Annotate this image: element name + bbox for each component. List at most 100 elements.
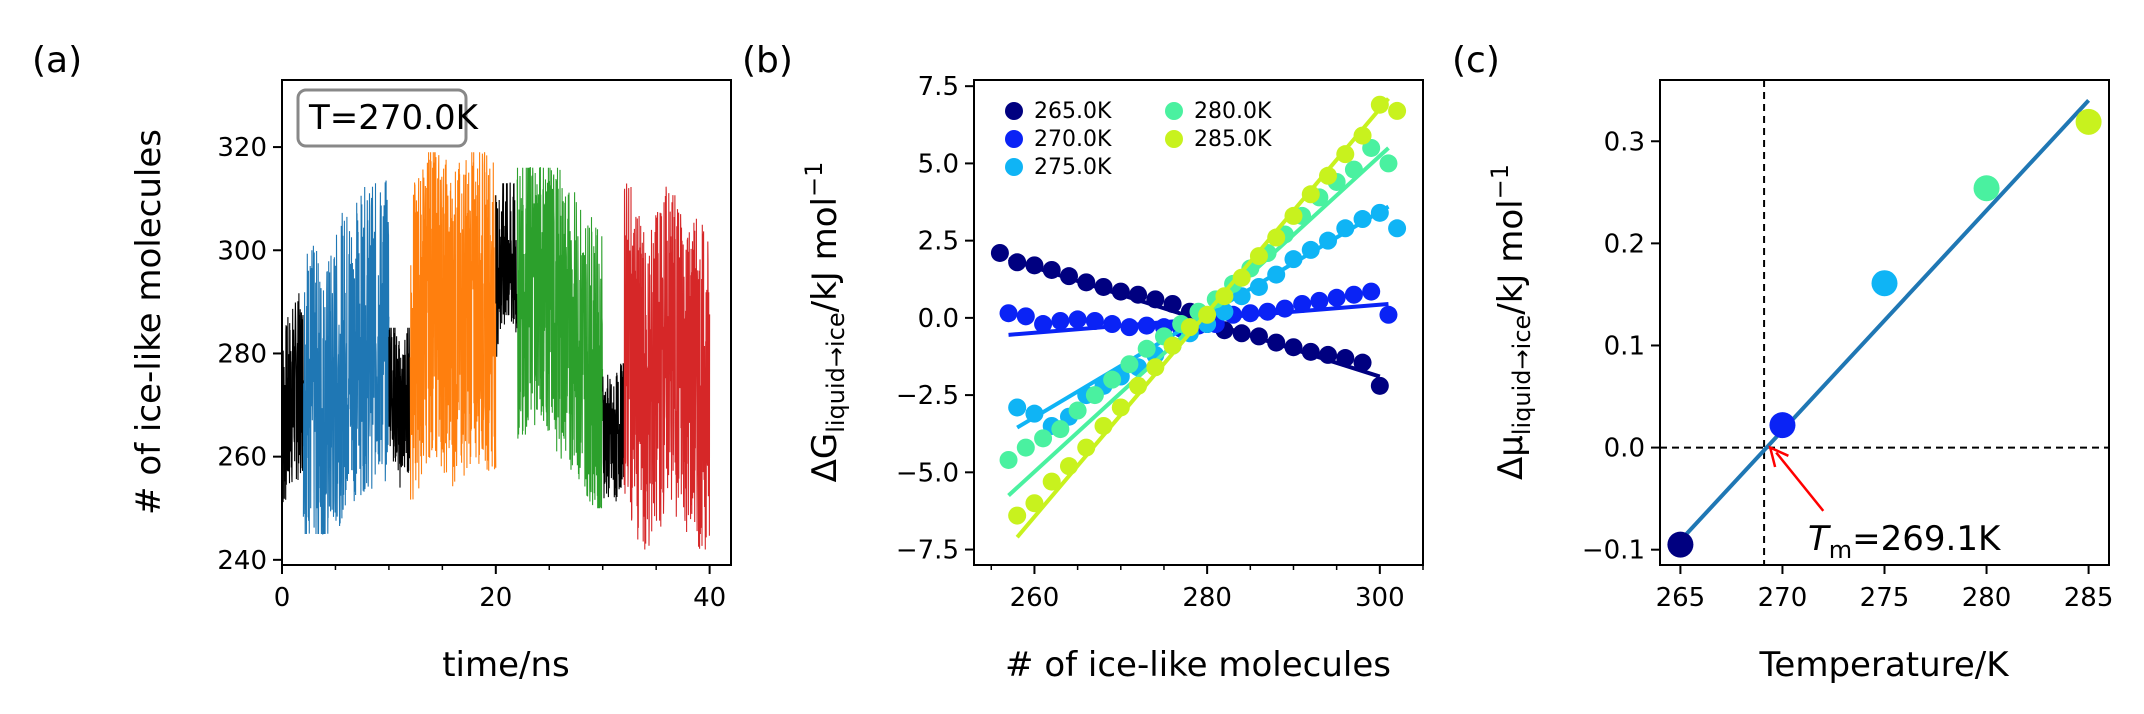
panel-b-point-265.0K (1146, 290, 1165, 309)
panel-b-point-270.0K (1379, 305, 1398, 324)
panel-b-point-265.0K (1025, 256, 1044, 275)
panel-b-point-265.0K (1163, 294, 1182, 313)
panel-b-point-270.0K (1362, 282, 1381, 301)
panel-b-point-280.0K (1068, 401, 1087, 420)
panel-b-point-280.0K (1344, 160, 1363, 179)
panel-b-point-270.0K (1310, 291, 1329, 310)
panel-b-xtick-label: 280 (1182, 583, 1232, 613)
panel-b-point-265.0K (1094, 277, 1113, 296)
panel-c-ytick-label: 0.1 (1604, 331, 1645, 361)
panel-b-point-275.0K (1249, 277, 1268, 296)
panel-b-point-270.0K (1034, 315, 1053, 334)
panel-b-point-265.0K (1336, 349, 1355, 368)
panel-b-point-285.0K (1129, 376, 1148, 395)
panel-a-xtick-label: 20 (479, 583, 512, 613)
panel-b-point-280.0K (1034, 429, 1053, 448)
panel-b-point-285.0K (1284, 206, 1303, 225)
panel-a-xtick-label: 0 (274, 583, 291, 613)
panel-b-point-285.0K (1267, 228, 1286, 247)
panel-b-point-270.0K (1275, 299, 1294, 318)
panel-b-point-265.0K (1232, 324, 1251, 343)
panel-b-point-285.0K (1370, 95, 1389, 114)
panel-b-point-270.0K (1241, 304, 1260, 323)
panel-c-xtick-label: 280 (1962, 583, 2012, 613)
panel-a-series (281, 152, 711, 550)
panel-b-point-265.0K (1249, 327, 1268, 346)
panel-b-point-280.0K (1120, 355, 1139, 374)
panel-b-point-265.0K (1059, 267, 1078, 286)
panel-b-point-275.0K (1370, 203, 1389, 222)
panel-b-point-280.0K (1379, 154, 1398, 173)
panel-b-point-285.0K (1353, 126, 1372, 145)
panel-b-point-285.0K (1232, 268, 1251, 287)
panel-label-c: (c) (1452, 40, 1500, 81)
panel-a-ytick-label: 300 (217, 236, 267, 266)
panel-b-point-275.0K (1388, 219, 1407, 238)
panel-b-point-285.0K (1249, 247, 1268, 266)
panel-label-b: (b) (742, 40, 793, 81)
panel-a-xtick-label: 40 (693, 583, 726, 613)
panel-c-chart: 265 270 275 280 285 −0.1 0.0 0.1 0.2 0.3 Tm=269.1… (1486, 79, 2114, 685)
panel-b-point-280.0K (1085, 386, 1104, 405)
panel-c-xtick-label: 275 (1860, 583, 1910, 613)
panel-b-legend-marker-270.0K (1005, 130, 1023, 148)
panel-a-frame (281, 79, 732, 566)
panel-b-point-285.0K (1077, 438, 1096, 457)
panel-b-legend: 265.0K 270.0K 275.0K 280.0K 285.0K (1005, 99, 1272, 180)
panel-b-point-265.0K (1077, 273, 1096, 292)
panel-b-ytick-label: −5.0 (896, 458, 959, 488)
panel-c-ytick-label: 0.0 (1604, 434, 1645, 464)
panel-b-ytick-label: −2.5 (896, 381, 959, 411)
panel-a-ytick-label: 280 (217, 339, 267, 369)
panel-b-point-280.0K (1137, 339, 1156, 358)
panel-b-point-275.0K (1353, 210, 1372, 229)
panel-b-xtick-label: 260 (1010, 583, 1060, 613)
panel-b-point-280.0K (1051, 420, 1070, 439)
panel-b-point-265.0K (1370, 376, 1389, 395)
panel-c-xtick-label: 270 (1758, 583, 1808, 613)
panel-a-xlabel: time/ns (442, 645, 570, 685)
panel-c-point-280 (1973, 175, 2000, 202)
panel-b-point-285.0K (1215, 287, 1234, 306)
panel-a-trace-7 (602, 363, 625, 502)
panel-b-point-265.0K (1111, 282, 1130, 301)
panel-b-legend-marker-265.0K (1005, 102, 1023, 120)
panel-b-ylabel: ΔGliquid→ice/kJ mol−1 (800, 162, 850, 483)
panel-a-ytick-label: 260 (217, 443, 267, 473)
panel-c-point-270 (1769, 412, 1796, 439)
panel-b-point-275.0K (1008, 398, 1027, 417)
panel-b-legend-marker-275.0K (1005, 158, 1023, 176)
panel-a-trace-2 (302, 180, 390, 535)
panel-b-point-270.0K (1344, 285, 1363, 304)
panel-c-fit-line (1678, 99, 2091, 542)
panel-a-chart: 0 20 40 240 260 280 300 320 T=270.0K time/ns # … (129, 79, 732, 685)
panel-c-arrow-head (1768, 445, 1789, 468)
panel-b-legend-label-265.0K: 265.0K (1034, 99, 1112, 124)
panel-c-tm-annotation: Tm=269.1K (1808, 519, 2002, 564)
panel-a-trace-6 (516, 167, 604, 509)
panel-b-point-265.0K (1008, 253, 1027, 272)
panel-label-a: (a) (32, 40, 82, 81)
panel-c-point-265 (1667, 531, 1694, 558)
panel-a-trace-5 (495, 182, 518, 357)
panel-b-point-265.0K (1284, 338, 1303, 357)
panel-a-temperature-box: T=270.0K (296, 88, 480, 148)
panel-b-point-275.0K (1336, 219, 1355, 238)
panel-b-point-285.0K (1388, 101, 1407, 120)
panel-c-ytick-label: −0.1 (1582, 536, 1645, 566)
panel-b-point-270.0K (1103, 315, 1122, 334)
panel-b-point-270.0K (1068, 310, 1087, 329)
panel-b-legend-marker-280.0K (1165, 102, 1183, 120)
panel-b-point-265.0K (1301, 342, 1320, 361)
panel-c-xtick-label: 285 (2064, 583, 2114, 613)
panel-b-ytick-label: 0.0 (918, 304, 959, 334)
panel-c-ticks: 265 270 275 280 285 −0.1 0.0 0.1 0.2 0.3 (1582, 127, 2114, 613)
panel-b-point-285.0K (1163, 336, 1182, 355)
panel-b-point-275.0K (1319, 231, 1338, 250)
panel-b-ytick-label: −7.5 (896, 536, 959, 566)
panel-b-legend-label-270.0K: 270.0K (1034, 127, 1112, 152)
panel-a-trace-8 (623, 183, 711, 550)
panel-b-point-270.0K (1327, 288, 1346, 307)
panel-b-point-275.0K (1025, 404, 1044, 423)
panel-b-point-265.0K (1353, 353, 1372, 372)
